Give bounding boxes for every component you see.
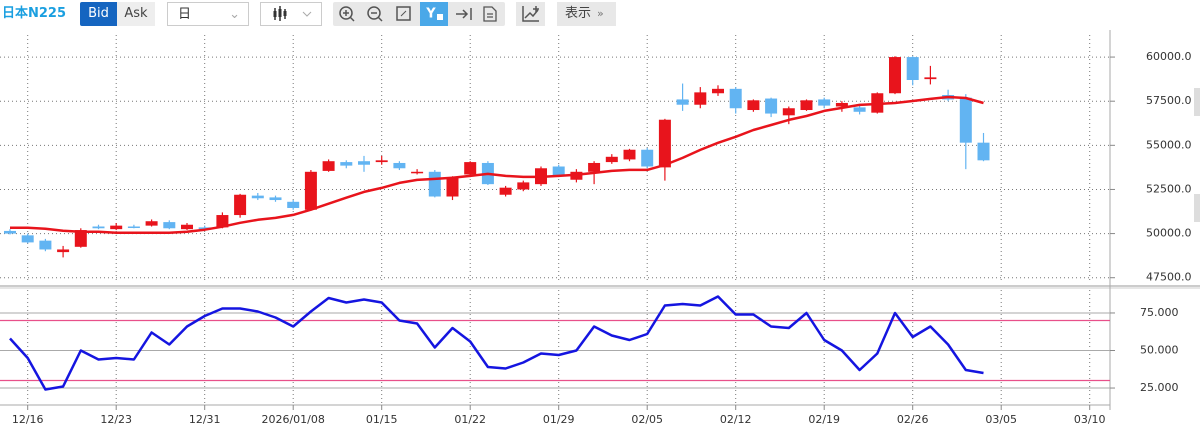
candle-body [729,88,742,109]
candle-body [304,171,317,210]
candle-body [818,99,831,106]
y-tick-label: 60000.0 [1146,50,1192,63]
indicator-icon [522,6,539,22]
candle-body [959,97,972,143]
x-tick-label: 2026/01/08 [261,413,324,426]
x-tick-label: 02/12 [720,413,752,426]
side-tab [1194,88,1200,116]
x-tick-label: 02/05 [631,413,663,426]
candle-body [446,177,459,197]
tool-icons: Y [339,2,497,26]
x-tick-label: 02/26 [897,413,929,426]
symbol[interactable]: 日本N225 [2,6,67,21]
candle-body [552,166,565,176]
plot-background [0,30,1110,410]
candle-body [145,221,158,226]
chevron: » [597,7,604,20]
indicator-button[interactable] [516,2,545,26]
candle-body [163,222,176,229]
candle-body [375,160,388,163]
candle-body [287,201,300,208]
candle-body [322,161,335,171]
candle-body [57,249,70,253]
display-label: 表示 [565,6,592,21]
candle-body [605,156,618,163]
x-tick-label: 03/05 [985,413,1017,426]
y-tick-label: 50.000 [1140,344,1179,357]
side-tab [1194,194,1200,222]
ask-button[interactable]: Ask [117,2,155,26]
bid-button[interactable]: Bid [80,2,117,26]
candle-body [198,227,211,230]
y-tick-label: 50000.0 [1146,227,1192,240]
period-label: 日 [178,7,192,22]
candle-body [234,194,247,216]
chevron: ⌄ [229,7,240,22]
candle-body [92,226,105,229]
candle-body [269,197,282,201]
candle-body [464,162,477,175]
candle-body [800,100,813,111]
y-tick-label: 75.000 [1140,306,1179,319]
candle-body [835,102,848,107]
candle-body [782,108,795,116]
candle-body [428,171,441,197]
candle-body [393,162,406,169]
candle-body [924,77,937,80]
candle-body [181,224,193,230]
candle-body [658,119,671,168]
candle-body [499,187,512,195]
candle-body [694,92,707,105]
moving-average-line [10,95,984,234]
x-tick-label: 01/15 [366,413,398,426]
candle-body [340,162,353,166]
svg-text:Y: Y [425,7,436,22]
candle-body [853,107,866,112]
candle-body [39,240,52,250]
y-tick-label: 57500.0 [1146,94,1192,107]
candle-body [889,57,901,94]
x-tick-label: 01/22 [454,413,486,426]
candle-body [74,230,87,247]
candle-body [411,171,424,174]
x-tick-label: 12/16 [12,413,44,426]
candle-body [712,88,724,94]
candle-body [358,161,370,165]
tool-group: Y [333,2,505,26]
chart-type-dropdown[interactable] [260,2,322,26]
y-tick-label: 52500.0 [1146,182,1192,195]
x-tick-label: 12/23 [100,413,132,426]
candle-body [216,215,229,228]
y-tick-label: 25.000 [1140,381,1179,394]
candle-body [765,98,778,114]
candle-body [21,235,34,243]
candle-icon [273,6,312,21]
display-dropdown[interactable]: 表示 » [557,2,616,26]
x-tick-label: 12/31 [189,413,221,426]
x-tick-label: 01/29 [543,413,575,426]
candle-body [127,226,140,229]
rsi-line [9,295,984,391]
candle-body [747,100,760,111]
y-tick-label: 47500.0 [1146,271,1192,284]
x-tick-label: 02/19 [808,413,840,426]
candle-body [977,142,990,161]
candle-body [676,99,689,105]
candle-body [110,225,123,230]
candle-body [251,195,264,199]
candle-body [588,162,601,172]
candle-body [4,230,16,234]
y-tick-label: 55000.0 [1146,138,1192,151]
candle-body [623,149,636,160]
x-tick-label: 03/10 [1074,413,1106,426]
toolbar: 日本N225 Bid Ask 日 ⌄ Y 表示» [0,0,1200,30]
candle-body [517,182,530,190]
candle-body [906,57,919,81]
period-dropdown[interactable]: 日 ⌄ [167,2,249,26]
candle-body [641,149,654,167]
